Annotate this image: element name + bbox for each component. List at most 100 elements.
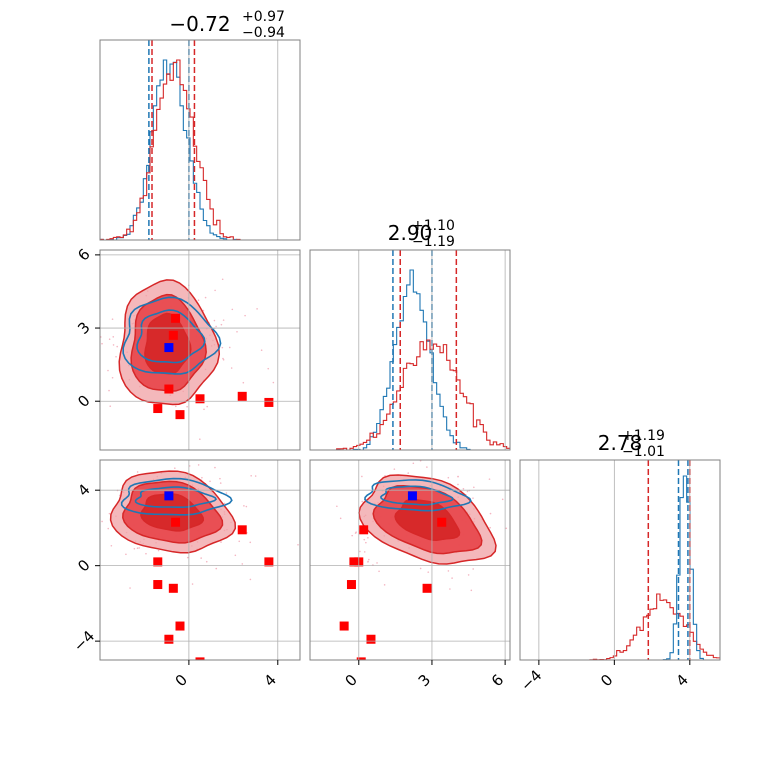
sample-point [214, 466, 216, 469]
sample-point [222, 319, 225, 321]
sample-point [200, 557, 202, 559]
sample-point [367, 560, 369, 563]
sample-point [145, 552, 147, 555]
sample-point [361, 475, 363, 478]
sample-point [188, 465, 191, 467]
hist-blue-line [100, 59, 300, 241]
y-tick-label: 3 [74, 318, 93, 337]
sample-point [297, 543, 299, 546]
scatter-layer [76, 278, 515, 660]
sample-point [220, 323, 223, 326]
sample-point [244, 314, 246, 317]
title-p2-sup: +1.10 [412, 218, 455, 234]
sample-point [112, 344, 115, 346]
sample-point [221, 278, 224, 281]
red-square-marker [437, 517, 447, 527]
red-square-marker [175, 410, 185, 420]
title-p2-main: 2.90 [388, 221, 433, 245]
sample-point [351, 534, 353, 537]
sample-point [462, 487, 465, 490]
sample-point [134, 455, 136, 457]
sample-point [236, 331, 238, 333]
red-square-marker [171, 313, 181, 323]
sample-point [376, 562, 378, 564]
scatter_p1_p3-series [100, 453, 299, 660]
sample-point [201, 476, 203, 479]
sample-point [111, 376, 114, 379]
x-tick-label: 0 [172, 671, 191, 690]
title-p2: 2.90 [388, 221, 433, 245]
title-p3-sub: −1.01 [622, 444, 665, 460]
hist_p3-grid [538, 460, 691, 660]
sample-point [449, 588, 451, 590]
red-square-marker [349, 557, 359, 567]
title-p1-main: −0.72 [169, 12, 230, 36]
sample-point [447, 570, 450, 572]
scatter_p1_p2-grid [100, 250, 300, 450]
sample-point [222, 357, 224, 360]
sample-point [447, 476, 450, 479]
red-square-marker [264, 557, 274, 567]
sample-point [511, 525, 513, 527]
sample-point [116, 345, 119, 348]
sample-point [361, 500, 363, 503]
sample-point [220, 541, 222, 543]
sample-point [488, 478, 491, 480]
red-square-marker [264, 397, 274, 407]
sample-point [419, 567, 422, 570]
scatter_p2_p3-frame [309, 459, 511, 661]
title-p1-sup: +0.97 [242, 9, 285, 25]
scatter_p2_p3-grid [310, 460, 510, 660]
sample-point [336, 505, 338, 508]
sample-point [142, 457, 144, 459]
sample-point [359, 550, 361, 553]
sample-point [426, 466, 428, 468]
red-square-marker [168, 330, 178, 340]
hist_p1-series [100, 40, 300, 241]
sample-point [157, 549, 160, 552]
sample-point [501, 498, 504, 501]
red-square-marker [359, 525, 369, 535]
sample-point [76, 370, 78, 372]
sample-point [108, 512, 111, 515]
blue-contour-level-2 [136, 309, 206, 364]
sample-point [365, 541, 367, 544]
hist_p2-frame [309, 249, 511, 451]
sample-point [219, 482, 222, 484]
sample-point [472, 568, 474, 570]
hist_p1-frame [99, 39, 301, 241]
sample-point [206, 453, 208, 455]
y-tick-label: 4 [74, 480, 93, 499]
sample-point [368, 558, 370, 561]
title-p1-sub: −0.94 [242, 25, 285, 41]
sample-point [473, 486, 475, 489]
sample-point [215, 325, 217, 328]
sample-point [228, 346, 231, 349]
red-square-marker [153, 557, 163, 567]
hist_p2-series [310, 250, 510, 451]
sample-point [230, 367, 233, 369]
sample-point [241, 563, 244, 565]
title-p3: 2.78 [598, 431, 643, 455]
sample-point [354, 532, 357, 534]
red-square-marker [164, 384, 174, 394]
sample-point [367, 536, 369, 539]
title-p2-sub: −1.19 [412, 234, 455, 250]
sample-point [513, 497, 515, 499]
sample-point [250, 474, 252, 477]
sample-point [138, 547, 140, 549]
hist_p2-grid [358, 250, 506, 450]
y-tick-label: 0 [74, 556, 93, 575]
sample-point [267, 367, 270, 370]
sample-point [213, 319, 216, 322]
sample-point [238, 540, 241, 543]
y-tick-label: 6 [74, 245, 93, 264]
sample-point [249, 541, 252, 544]
sample-point [407, 472, 410, 474]
sample-point [133, 547, 136, 550]
sample-point [223, 502, 226, 505]
scatter_p1_p2-frame [99, 249, 301, 451]
sample-point [204, 296, 207, 299]
sample-point [205, 560, 208, 563]
